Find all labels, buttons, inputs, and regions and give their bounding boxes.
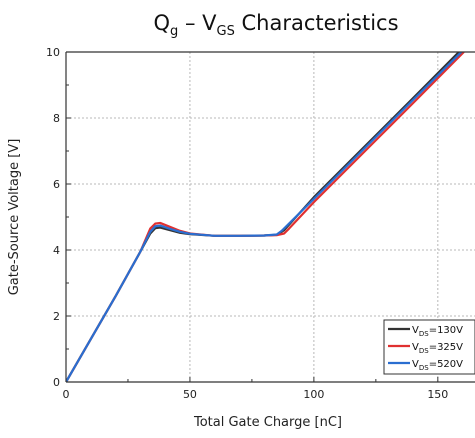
y-tick-label-8: 8 xyxy=(53,112,60,125)
y-tick-label-4: 4 xyxy=(53,244,60,257)
series-group xyxy=(66,52,465,382)
y-tick-label-6: 6 xyxy=(53,178,60,191)
series-line-2 xyxy=(66,52,463,382)
legend-label-2: VDS=520V xyxy=(412,359,463,372)
y-tick-label-2: 2 xyxy=(53,310,60,323)
chart-title: Qg – VGS Characteristics xyxy=(153,11,398,39)
grid xyxy=(66,52,475,382)
x-tick-label-0: 0 xyxy=(63,388,70,401)
chart-title-sep: – V xyxy=(178,11,217,35)
chart-title-main: Q xyxy=(153,11,170,35)
legend-label-1: VDS=325V xyxy=(412,342,463,355)
plot-area xyxy=(66,52,465,382)
x-axis-label: Total Gate Charge [nC] xyxy=(193,415,342,430)
y-tick-label-0: 0 xyxy=(53,376,60,389)
chart-title-sep-sub: GS xyxy=(217,24,235,39)
x-tick-label-150: 150 xyxy=(427,388,448,401)
ticks: 0 50 100 150 0 2 4 6 8 10 xyxy=(46,46,448,401)
y-tick-label-10: 10 xyxy=(46,46,60,59)
chart-title-rest: Characteristics xyxy=(235,11,399,35)
chart-title-main-sub: g xyxy=(170,24,178,39)
y-axis-label: Gate-Source Voltage [V] xyxy=(7,139,22,296)
x-tick-label-100: 100 xyxy=(303,388,324,401)
x-tick-label-50: 50 xyxy=(183,388,197,401)
legend: VDS=130V VDS=325V VDS=520V xyxy=(383,319,475,375)
legend-label-0: VDS=130V xyxy=(412,325,463,338)
